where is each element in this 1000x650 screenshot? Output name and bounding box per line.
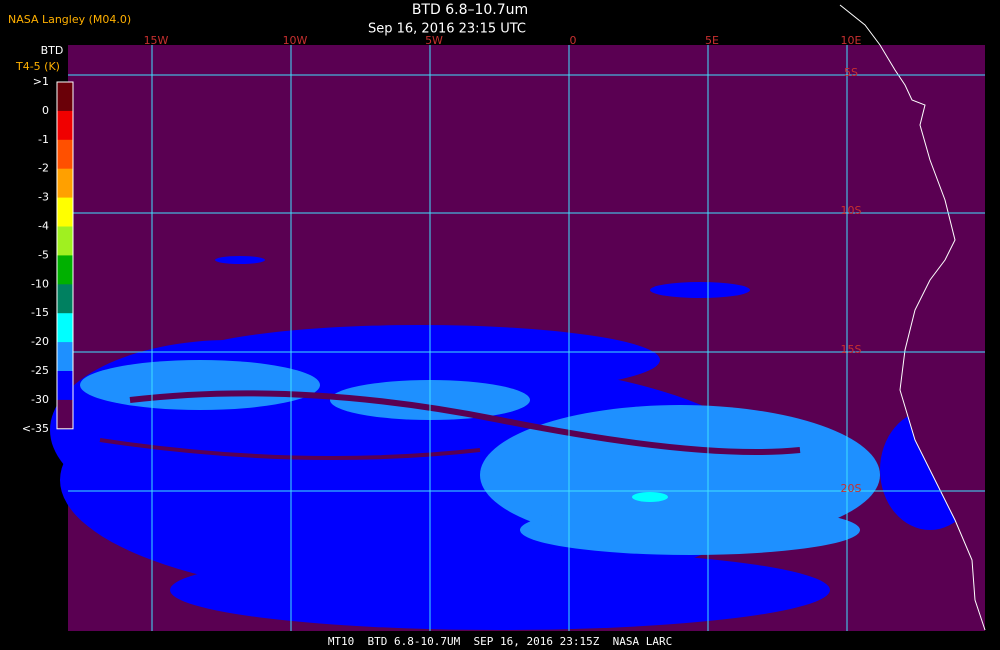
color-bar-label: >1 [33,75,49,88]
longitude-label: 0 [570,34,577,47]
color-band [57,371,73,401]
graticule: 15W 10W 5W 0 5E 10E 5S 10S 15S 20S [68,34,985,631]
cloud [215,256,265,264]
color-band [57,82,73,112]
color-band [57,197,73,227]
latitude-label: 15S [841,343,862,356]
color-bar-label: -30 [31,393,49,406]
coastline [839,4,986,631]
source-label: NASA Langley (M04.0) [8,13,131,26]
color-bar-label: <-35 [22,422,49,435]
clear-gap [99,438,481,460]
color-bar-label: -3 [38,191,49,204]
cloud [170,550,830,630]
latitude-label: 5S [844,66,858,79]
timestamp: Sep 16, 2016 23:15 UTC [368,22,526,37]
legend-title: BTD [41,44,64,57]
legend-subtitle: T4-5 (K) [15,60,60,73]
color-bar-label: -2 [38,162,49,175]
color-bar-label: -1 [38,133,49,146]
color-band [57,399,73,430]
color-band [57,255,73,285]
title: BTD 6.8–10.7um [412,2,528,18]
color-bar-label: 0 [42,104,49,117]
color-bar-frame [56,81,74,430]
clear-gap [129,390,801,455]
latitude-label: 20S [841,482,862,495]
color-band [57,226,73,256]
color-bar-label: -10 [31,277,49,290]
color-band [57,139,73,170]
longitude-label: 15W [144,34,169,47]
longitude-label: 10E [841,34,862,47]
latitude-label: 10S [841,204,862,217]
color-bar-label: -5 [38,248,49,261]
color-band [57,284,73,314]
footer-caption: MT10 BTD 6.8-10.7UM SEP 16, 2016 23:15Z … [328,635,672,648]
color-band [57,168,73,199]
color-bar-label: -25 [31,364,49,377]
cloud [80,360,320,410]
color-bar-label: -20 [31,335,49,348]
color-bar: >1 0 -1 -2 -3 -4 -5 -10 -15 -20 -25 -30 <-35 [22,75,74,435]
color-band [57,342,73,372]
longitude-label: 5E [705,34,719,47]
land [880,45,985,630]
color-band [57,313,73,343]
color-bar-label: -15 [31,306,49,319]
cloud [632,492,668,502]
cloud [650,282,750,298]
color-band [57,110,73,141]
color-bar-label: -4 [38,220,49,233]
longitude-label: 10W [283,34,308,47]
cloud [520,505,860,555]
longitude-label: 5W [425,34,443,47]
